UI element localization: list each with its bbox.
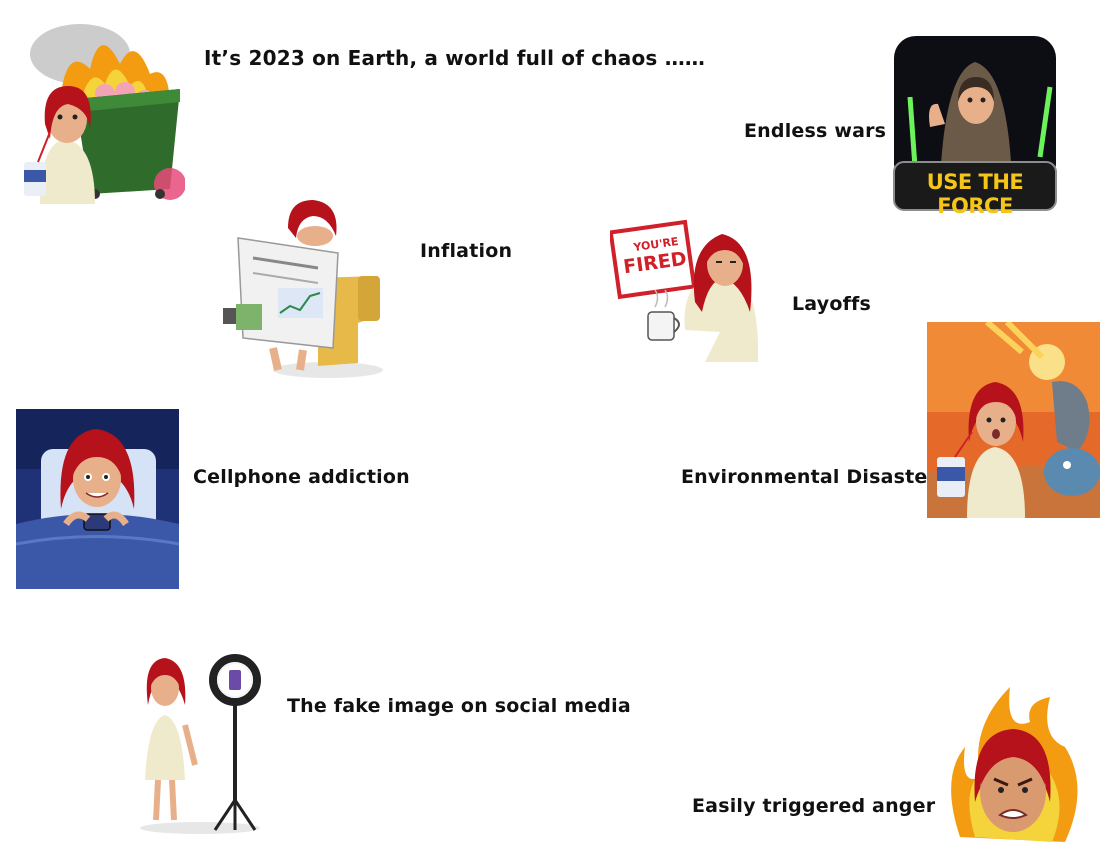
caption-layoffs: Layoffs: [792, 293, 872, 315]
caption-inflation: Inflation: [420, 240, 513, 262]
angry-fire-face-sticker: [940, 677, 1085, 857]
dumpster-fire-sticker: [20, 14, 185, 204]
caption-fake-image: The fake image on social media: [287, 695, 631, 717]
page-header: It’s 2023 on Earth, a world full of chao…: [204, 46, 706, 70]
caption-easily-triggered-anger: Easily triggered anger: [692, 795, 936, 817]
use-the-force-sticker: USE THE FORCE: [890, 32, 1060, 218]
caption-environmental-disasters: Environmental Disasters: [681, 466, 949, 488]
caption-cellphone-addiction: Cellphone addiction: [193, 466, 410, 488]
inflation-sticker: [218, 198, 388, 380]
use-the-force-banner: USE THE FORCE: [926, 170, 1024, 218]
caption-endless-wars: Endless wars: [744, 120, 887, 142]
fake-image-social-media-sticker: [130, 650, 270, 835]
layoffs-sticker: YOU'RE FIRED: [610, 212, 765, 367]
cellphone-addiction-sticker: [16, 409, 179, 589]
environmental-disasters-sticker: [927, 322, 1100, 518]
